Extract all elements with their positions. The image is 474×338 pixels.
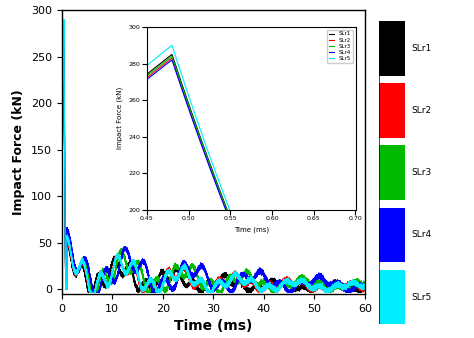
SLr4	[90, 290, 96, 294]
SLr4	[362, 284, 368, 288]
Line: SLr3: SLr3	[0, 56, 474, 338]
SLr3	[137, 263, 143, 267]
SLr2	[87, 290, 92, 294]
SLr3	[88, 290, 94, 294]
SLr5	[243, 280, 249, 284]
Text: SLr2: SLr2	[412, 106, 432, 115]
Y-axis label: Impact Force (kN): Impact Force (kN)	[117, 87, 123, 149]
SLr4	[59, 287, 64, 291]
Bar	[379, 145, 405, 200]
Line: SLr5: SLr5	[62, 20, 365, 292]
Legend: SLr1, SLr2, SLr3, SLr4, SLr5: SLr1, SLr2, SLr3, SLr4, SLr5	[327, 30, 353, 63]
SLr3	[243, 271, 249, 275]
SLr2	[362, 286, 368, 290]
SLr1	[75, 271, 81, 275]
SLr2	[61, 24, 67, 28]
SLr4	[75, 267, 81, 271]
SLr4	[169, 58, 175, 62]
SLr1	[61, 22, 67, 26]
SLr1	[362, 284, 368, 288]
Line: SLr2: SLr2	[0, 58, 474, 338]
X-axis label: Time (ms): Time (ms)	[234, 226, 269, 233]
Bar	[379, 270, 405, 324]
Bar	[379, 21, 405, 76]
SLr4	[243, 275, 249, 279]
X-axis label: Time (ms): Time (ms)	[174, 319, 253, 333]
SLr1	[243, 288, 249, 292]
SLr3	[214, 286, 220, 290]
Line: SLr1: SLr1	[0, 55, 474, 338]
SLr5	[137, 282, 143, 286]
SLr3	[75, 270, 81, 274]
SLr1	[104, 284, 109, 288]
SLr5	[61, 18, 67, 22]
SLr2	[104, 282, 109, 286]
Text: SLr4: SLr4	[412, 231, 432, 239]
SLr1	[59, 287, 64, 291]
SLr1	[137, 287, 143, 291]
Text: SLr5: SLr5	[412, 293, 432, 301]
Bar	[379, 83, 405, 138]
SLr4	[219, 280, 224, 284]
SLr2	[243, 283, 249, 287]
SLr2	[214, 278, 220, 282]
SLr5	[87, 290, 92, 294]
SLr2	[137, 282, 143, 286]
SLr5	[219, 283, 224, 287]
SLr2	[59, 287, 64, 291]
SLr3	[169, 54, 175, 58]
SLr5	[104, 284, 109, 288]
SLr3	[59, 287, 64, 291]
SLr4	[137, 262, 143, 266]
SLr4	[214, 285, 220, 289]
SLr1	[219, 276, 224, 281]
Line: SLr5: SLr5	[0, 46, 474, 338]
SLr2	[169, 56, 175, 60]
SLr3	[61, 23, 67, 27]
SLr1	[169, 53, 175, 57]
Line: SLr1: SLr1	[62, 24, 365, 292]
SLr5	[362, 284, 368, 288]
Line: SLr3: SLr3	[62, 25, 365, 292]
Y-axis label: Impact Force (kN): Impact Force (kN)	[12, 89, 25, 215]
SLr3	[219, 288, 224, 292]
SLr4	[61, 25, 67, 29]
SLr1	[214, 282, 220, 286]
SLr3	[362, 284, 368, 288]
Line: SLr4: SLr4	[0, 60, 474, 338]
Line: SLr4: SLr4	[62, 27, 365, 292]
SLr5	[169, 44, 175, 48]
Text: SLr1: SLr1	[412, 44, 432, 53]
Text: SLr3: SLr3	[412, 168, 432, 177]
SLr5	[75, 270, 81, 274]
Bar	[379, 208, 405, 262]
SLr2	[75, 270, 81, 274]
SLr1	[85, 290, 91, 294]
SLr3	[104, 274, 109, 278]
SLr4	[104, 268, 109, 272]
SLr5	[59, 287, 64, 291]
SLr5	[214, 279, 220, 283]
SLr2	[219, 278, 224, 282]
Line: SLr2: SLr2	[62, 26, 365, 292]
